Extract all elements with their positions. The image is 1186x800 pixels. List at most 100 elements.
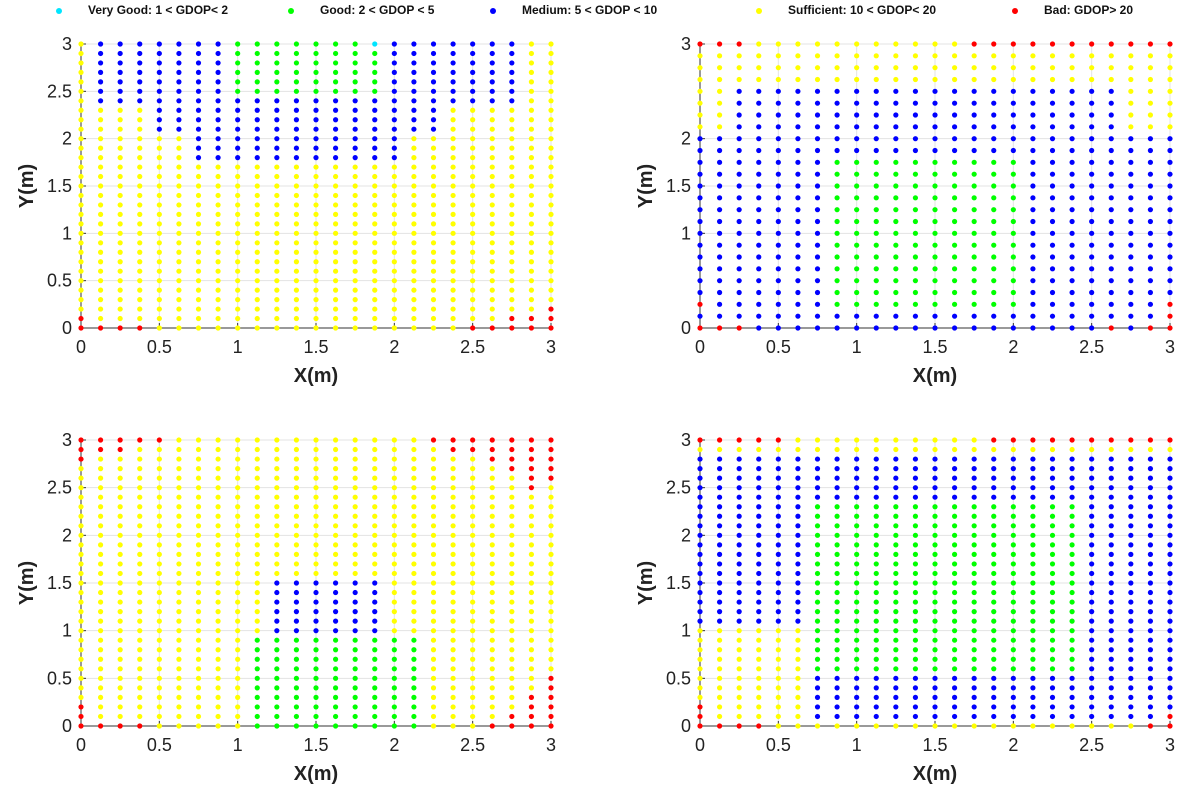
gdop-point-good [971,207,977,213]
gdop-point-medium [1049,147,1056,154]
gdop-point-good [235,69,241,75]
gdop-point-good [332,713,339,720]
gdop-point-medium [1128,647,1134,653]
gdop-point-good [854,230,860,236]
gdop-point-sufficient [137,126,143,132]
gdop-point-good [411,666,417,672]
gdop-point-sufficient [450,183,456,189]
gdop-point-sufficient [548,609,554,615]
gdop-point-sufficient [195,694,202,701]
gdop-point-sufficient [1147,76,1154,83]
gdop-point-good [873,609,879,615]
gdop-point-sufficient [156,637,162,643]
gdop-point-sufficient [430,192,437,199]
y-tick-label: 1 [681,223,691,243]
gdop-point-medium [814,254,821,260]
gdop-point-bad [509,446,515,453]
gdop-point-sufficient [971,723,977,729]
gdop-point-good [313,41,319,47]
gdop-point-medium [814,218,821,225]
gdop-point-sufficient [235,278,241,284]
gdop-point-good [274,685,280,691]
gdop-point-medium [372,98,378,104]
gdop-point-sufficient [215,192,221,199]
gdop-point-medium [1147,666,1154,672]
gdop-point-good [834,542,840,548]
gdop-point-sufficient [372,325,378,331]
gdop-point-sufficient [470,647,476,653]
gdop-point-medium [697,523,703,529]
gdop-point-sufficient [215,173,221,180]
gdop-point-good [893,171,899,177]
gdop-point-medium [912,124,919,130]
gdop-point-medium [716,171,723,177]
gdop-point-sufficient [156,173,162,180]
gdop-point-good [873,278,879,284]
gdop-point-medium [893,704,899,710]
gdop-point-sufficient [235,666,241,672]
gdop-point-sufficient [117,297,123,303]
gdop-point-sufficient [313,259,319,265]
gdop-point-good [912,628,919,634]
gdop-point-sufficient [254,287,260,293]
gdop-point-medium [716,570,723,577]
gdop-point-medium [991,685,997,691]
gdop-point-sufficient [372,268,378,274]
gdop-point-good [313,694,319,701]
gdop-point-medium [736,542,742,548]
gdop-point-medium [873,685,879,691]
gdop-point-sufficient [528,675,535,681]
gdop-point-medium [1128,561,1134,567]
gdop-point-medium [332,599,339,605]
gdop-point-bad [756,723,762,729]
gdop-point-medium [991,325,997,331]
gdop-point-medium [1069,325,1075,331]
gdop-point-sufficient [352,542,358,548]
gdop-point-sufficient [313,504,319,510]
gdop-point-sufficient [313,164,319,170]
gdop-point-medium [932,466,938,472]
gdop-point-sufficient [509,561,515,567]
gdop-point-medium [854,100,860,106]
gdop-point-sufficient [372,259,378,265]
gdop-point-medium [971,466,977,472]
gdop-point-good [951,647,958,653]
gdop-point-bad [1030,41,1036,47]
gdop-point-sufficient [391,446,397,453]
gdop-point-sufficient [528,599,535,605]
gdop-point-sufficient [991,446,997,453]
gdop-point-medium [372,117,378,123]
gdop-point-sufficient [235,446,241,453]
gdop-point-sufficient [1167,112,1173,118]
gdop-point-sufficient [156,192,162,199]
gdop-point-medium [775,325,781,331]
gdop-point-good [254,647,260,653]
gdop-point-sufficient [235,580,241,586]
gdop-point-good [411,723,417,729]
gdop-point-sufficient [470,107,476,113]
gdop-point-sufficient [450,609,456,615]
gdop-point-sufficient [156,278,162,284]
gdop-point-sufficient [509,297,515,303]
gdop-point-sufficient [195,485,202,491]
gdop-point-medium [1147,136,1154,142]
gdop-point-medium [313,599,319,605]
gdop-point-sufficient [470,268,476,274]
gdop-point-sufficient [156,475,162,481]
gdop-point-medium [176,79,182,85]
gdop-point-sufficient [176,589,182,596]
gdop-point-medium [293,609,300,615]
gdop-point-good [873,599,879,605]
gdop-point-bad [697,325,703,331]
gdop-point-sufficient [215,306,221,312]
gdop-point-sufficient [528,268,535,274]
gdop-point-sufficient [1010,65,1016,71]
gdop-point-good [1049,504,1056,510]
gdop-point-medium [775,542,781,548]
gdop-point-good [991,628,997,634]
gdop-point-medium [1147,618,1154,624]
gdop-point-sufficient [489,117,495,123]
gdop-point-good [873,242,879,248]
gdop-point-bad [1147,723,1154,729]
gdop-point-bad [78,704,84,710]
